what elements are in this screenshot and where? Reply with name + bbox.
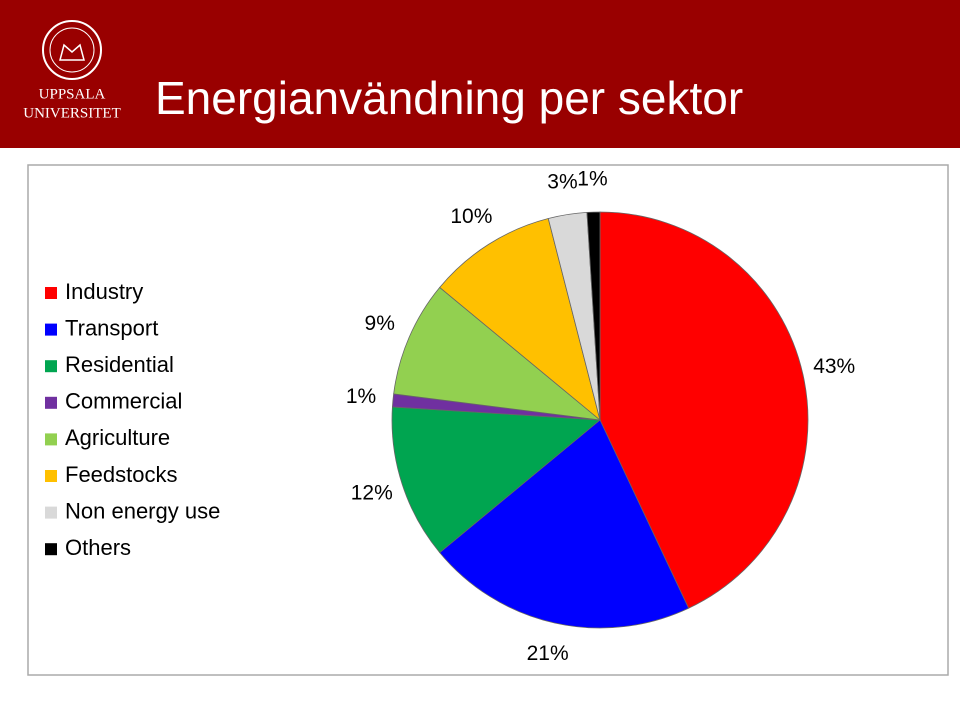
pie-slice <box>439 419 690 629</box>
legend-label: Feedstocks <box>65 462 178 487</box>
legend-label: Industry <box>65 279 143 304</box>
logo-seal <box>42 20 102 80</box>
legend-swatch <box>45 287 57 299</box>
header-band <box>0 0 960 148</box>
value-label: 3% <box>547 171 577 194</box>
pie-slice <box>391 406 602 554</box>
legend-swatch <box>45 360 57 373</box>
pie-slice <box>599 211 809 609</box>
value-label: 1% <box>577 168 607 191</box>
pie-slice <box>393 286 602 421</box>
legend-swatch <box>45 543 57 556</box>
value-label: 10% <box>450 205 492 228</box>
value-label: 43% <box>813 355 855 378</box>
legend-swatch <box>45 396 57 409</box>
value-label: 1% <box>346 385 376 408</box>
pie-slice <box>439 218 601 422</box>
legend-label: Commercial <box>65 389 182 414</box>
legend-label: Residential <box>65 352 174 377</box>
legend-swatch <box>45 470 57 482</box>
value-label: 9% <box>365 312 395 335</box>
value-label: 12% <box>351 482 393 505</box>
value-label: 21% <box>527 642 569 665</box>
legend-swatch <box>45 433 57 446</box>
legend-swatch <box>45 323 57 336</box>
slide-title: Energianvändning per sektor <box>155 72 743 124</box>
logo-text: UNIVERSITET <box>23 105 121 121</box>
legend-label: Others <box>65 535 131 560</box>
legend-label: Transport <box>65 315 158 340</box>
pie-slice <box>586 211 601 421</box>
legend-label: Agriculture <box>65 425 170 450</box>
legend-swatch <box>45 506 57 519</box>
legend-label: Non energy use <box>65 498 220 523</box>
logo-text: UPPSALA <box>39 86 106 102</box>
